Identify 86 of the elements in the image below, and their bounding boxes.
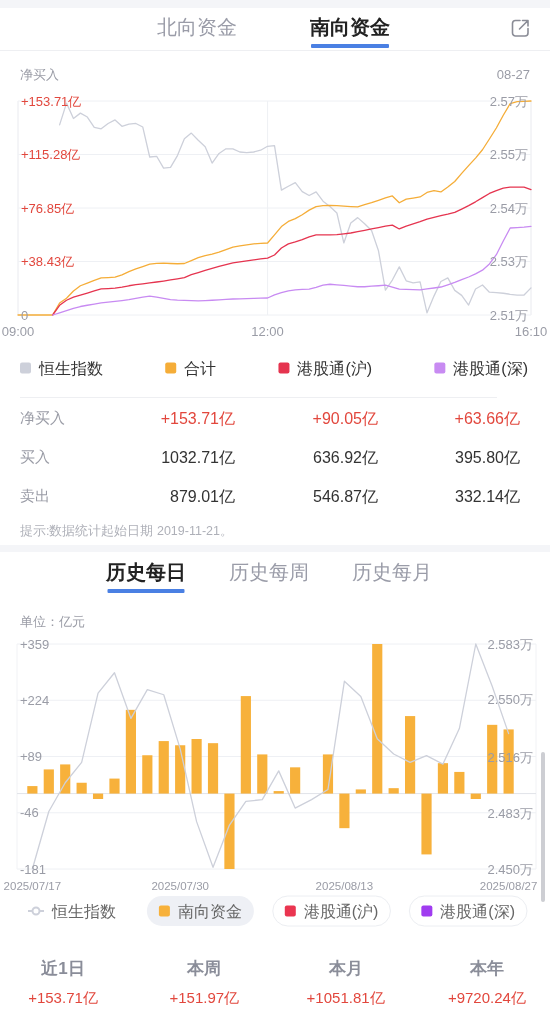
y2-tick-label: 2.54万 (489, 200, 528, 216)
y2-tick-label: 2.51万 (489, 307, 528, 323)
bar (421, 793, 432, 855)
y2-tick-label: 2.450万 (487, 861, 533, 877)
y2-tick-label: 2.583万 (487, 636, 533, 652)
text: 546.87亿 (313, 487, 378, 505)
bar (470, 793, 481, 799)
bar (142, 755, 153, 794)
text: 本周 (186, 958, 222, 978)
text: 本月 (327, 958, 363, 978)
text: 332.14亿 (455, 487, 520, 505)
text: 1032.71亿 (161, 448, 235, 466)
y-tick-label: +359 (20, 636, 50, 652)
x-tick-label: 2025/08/27 (479, 880, 538, 893)
bar (388, 788, 399, 794)
x-tick-label: 16:10 (514, 323, 548, 339)
y2-tick-label: 2.483万 (487, 805, 533, 821)
bar (76, 782, 87, 794)
legend-label: 合计 (184, 359, 217, 377)
y2-tick-label: 2.550万 (487, 692, 533, 708)
y2-tick-label: 2.53万 (489, 254, 528, 270)
bar (191, 739, 202, 794)
text: 历史每周 (229, 561, 309, 583)
y-tick-label: +76.85亿 (21, 200, 75, 216)
bar (273, 791, 284, 794)
y-axis-title: 单位：亿元 (20, 613, 85, 629)
text: 卖出 (20, 487, 50, 505)
y-tick-label: -46 (20, 805, 39, 821)
text: +153.71亿 (160, 409, 235, 427)
bar (109, 778, 120, 794)
y-tick-label: -181 (20, 861, 47, 877)
x-tick-label: 2025/08/13 (315, 880, 374, 893)
bar (224, 793, 235, 869)
bar (240, 696, 251, 794)
bar (207, 743, 219, 794)
bar (125, 709, 136, 794)
bar (290, 767, 301, 794)
bar (43, 769, 54, 794)
y-axis-title: 净买入 (20, 66, 59, 82)
y-tick-label: +224 (20, 692, 50, 708)
text: +9720.24亿 (447, 989, 526, 1007)
text: 636.92亿 (313, 448, 378, 466)
y-tick-label: +115.28亿 (21, 147, 81, 163)
bar (372, 644, 383, 794)
y2-tick-label: 2.55万 (489, 147, 528, 163)
text: +63.66亿 (454, 409, 520, 427)
bar (339, 793, 350, 829)
text: 395.80亿 (455, 448, 520, 466)
bar (437, 763, 449, 794)
x-tick-label: 2025/07/17 (3, 880, 62, 893)
legend-label: 港股通(沪) (297, 359, 373, 377)
bar (27, 786, 38, 794)
text: 提示:数据统计起始日期 2019-11-21。 (20, 524, 233, 539)
x-tick-label: 09:00 (1, 323, 35, 339)
text: 近1日 (40, 958, 85, 978)
legend-label: 港股通(沪) (303, 902, 379, 920)
bar (355, 789, 366, 794)
bar (405, 716, 416, 794)
bar (454, 771, 465, 794)
text: 北向资金 (157, 16, 237, 38)
y-tick-label: +38.43亿 (21, 254, 75, 270)
text: +90.05亿 (312, 409, 378, 427)
x-tick-label: 12:00 (251, 323, 284, 339)
bar (175, 745, 186, 794)
bar (92, 793, 104, 799)
text: 净买入 (20, 409, 65, 427)
text: 南向资金 (309, 16, 390, 38)
legend-label: 恒生指数 (38, 359, 103, 377)
x-tick-label: 2025/07/30 (151, 880, 209, 893)
legend-label: 港股通(深) (440, 902, 515, 920)
text: 买入 (20, 448, 50, 466)
text: 历史每月 (352, 561, 432, 583)
legend-label: 恒生指数 (51, 902, 116, 920)
y-tick-label: +89 (20, 749, 43, 765)
text: +1051.81亿 (306, 989, 385, 1007)
y-tick-label: +153.71亿 (21, 93, 82, 109)
text: +151.97亿 (169, 989, 240, 1007)
legend-label: 港股通(深) (453, 359, 528, 377)
bar (257, 754, 268, 794)
bar (158, 741, 169, 794)
text: 08-27 (496, 66, 530, 82)
text: 879.01亿 (170, 487, 235, 505)
bar (60, 764, 71, 794)
legend-label: 南向资金 (177, 902, 242, 920)
text: 历史每日 (105, 561, 186, 583)
text: 本年 (468, 958, 504, 978)
